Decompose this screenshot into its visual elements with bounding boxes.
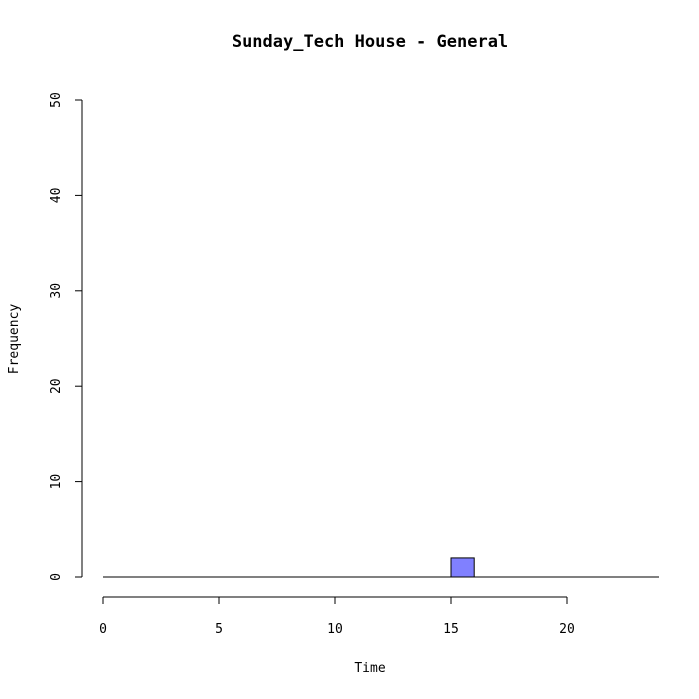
y-axis-ticks: 0 10 20 30 40 50 bbox=[49, 92, 82, 581]
y-tick-label: 30 bbox=[49, 283, 64, 299]
x-axis-label: Time bbox=[354, 661, 385, 676]
histogram-bars bbox=[450, 557, 475, 578]
x-axis-ticks: 0 5 10 15 20 bbox=[99, 597, 575, 637]
chart-title: Sunday_Tech House - General bbox=[232, 32, 508, 52]
histogram-bar bbox=[450, 557, 475, 578]
x-tick-label: 10 bbox=[327, 622, 343, 637]
x-tick-label: 20 bbox=[559, 622, 575, 637]
y-tick-label: 50 bbox=[49, 92, 64, 108]
x-tick-label: 5 bbox=[215, 622, 223, 637]
y-tick-label: 0 bbox=[49, 573, 64, 581]
x-tick-label: 0 bbox=[99, 622, 107, 637]
y-tick-label: 20 bbox=[49, 378, 64, 394]
x-tick-label: 15 bbox=[443, 622, 459, 637]
y-tick-label: 10 bbox=[49, 474, 64, 490]
y-tick-label: 40 bbox=[49, 188, 64, 204]
y-axis-label: Frequency bbox=[7, 304, 22, 375]
